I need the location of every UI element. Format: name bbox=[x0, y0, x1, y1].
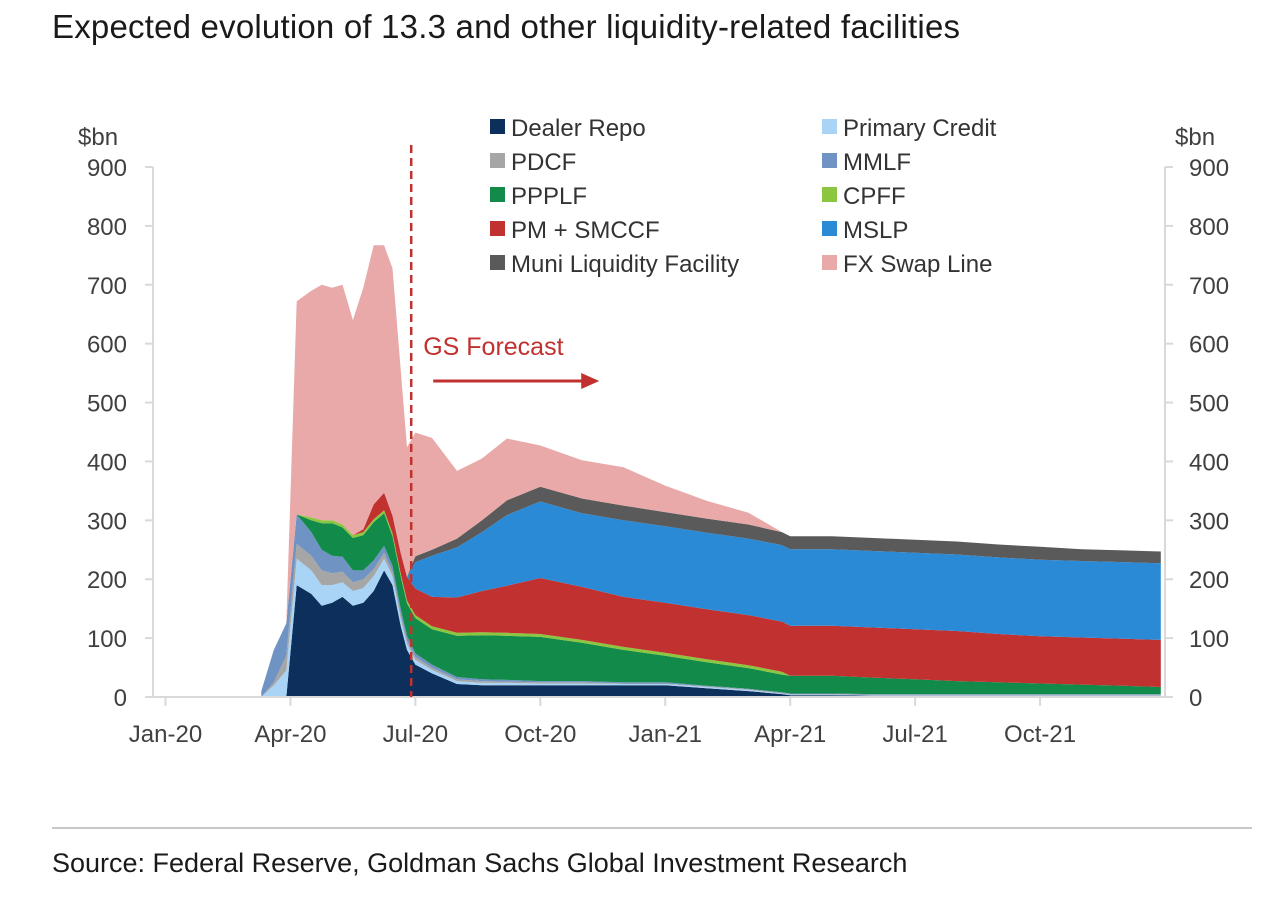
y-tick-label-right: 800 bbox=[1189, 214, 1229, 241]
legend-label-primary-credit: Primary Credit bbox=[843, 115, 997, 142]
legend-swatch-dealer-repo bbox=[490, 119, 505, 134]
x-tick-label: Jan-20 bbox=[129, 721, 202, 748]
x-tick-label: Jul-21 bbox=[882, 721, 947, 748]
y-tick-label-left: 600 bbox=[87, 332, 127, 359]
forecast-arrow-head bbox=[581, 373, 600, 389]
y-tick-label-left: 800 bbox=[87, 214, 127, 241]
y-tick-label-right: 0 bbox=[1189, 685, 1202, 712]
legend-swatch-pdcf bbox=[490, 153, 505, 168]
y-axis-unit-right: $bn bbox=[1175, 124, 1215, 151]
area-ppplf bbox=[261, 513, 1161, 695]
y-tick-label-right: 300 bbox=[1189, 508, 1229, 535]
legend-label-dealer-repo: Dealer Repo bbox=[511, 115, 646, 142]
x-tick-label: Oct-20 bbox=[504, 721, 576, 748]
y-tick-label-left: 700 bbox=[87, 273, 127, 300]
y-tick-label-right: 200 bbox=[1189, 567, 1229, 594]
source-note: Source: Federal Reserve, Goldman Sachs G… bbox=[52, 848, 908, 878]
legend-label-pm-smccf: PM + SMCCF bbox=[511, 217, 660, 244]
legend-label-cpff: CPFF bbox=[843, 183, 906, 210]
legend-swatch-cpff bbox=[822, 187, 837, 202]
legend-swatch-muni-liquidity-facility bbox=[490, 255, 505, 270]
x-tick-label: Apr-21 bbox=[754, 721, 826, 748]
area-mslp bbox=[261, 492, 1161, 692]
area-dealer-repo bbox=[261, 570, 1161, 697]
legend-swatch-primary-credit bbox=[822, 119, 837, 134]
liquidity-facilities-chart: 0 0 100 100 200 200 300 300 400 400 500 500 600 600 70… bbox=[78, 115, 1229, 748]
y-tick-label-left: 300 bbox=[87, 508, 127, 535]
y-tick-label-right: 600 bbox=[1189, 332, 1229, 359]
y-tick-label-left: 900 bbox=[87, 155, 127, 182]
y-tick-label-left: 200 bbox=[87, 567, 127, 594]
y-tick-label-right: 900 bbox=[1189, 155, 1229, 182]
y-tick-label-right: 700 bbox=[1189, 273, 1229, 300]
legend-label-pdcf: PDCF bbox=[511, 149, 576, 176]
legend-swatch-ppplf bbox=[490, 187, 505, 202]
legend-swatch-mmlf bbox=[822, 153, 837, 168]
legend-swatch-fx-swap-line bbox=[822, 255, 837, 270]
x-tick-label: Oct-21 bbox=[1004, 721, 1076, 748]
area-pm-smccf bbox=[261, 492, 1161, 692]
area-fx-swap-line bbox=[261, 245, 1161, 692]
y-tick-label-left: 400 bbox=[87, 449, 127, 476]
legend-label-ppplf: PPPLF bbox=[511, 183, 587, 210]
x-tick-label: Jul-20 bbox=[383, 721, 448, 748]
y-tick-label-right: 100 bbox=[1189, 626, 1229, 653]
legend-swatch-mslp bbox=[822, 221, 837, 236]
legend-label-mmlf: MMLF bbox=[843, 149, 911, 176]
y-tick-label-left: 500 bbox=[87, 391, 127, 418]
legend-label-muni-liquidity-facility: Muni Liquidity Facility bbox=[511, 251, 739, 278]
chart-title: Expected evolution of 13.3 and other liq… bbox=[52, 8, 961, 45]
footer-divider bbox=[52, 827, 1252, 829]
x-tick-label: Jan-21 bbox=[629, 721, 702, 748]
x-tick-label: Apr-20 bbox=[254, 721, 326, 748]
y-tick-label-right: 400 bbox=[1189, 449, 1229, 476]
y-tick-label-left: 0 bbox=[114, 685, 127, 712]
y-tick-label-right: 500 bbox=[1189, 391, 1229, 418]
y-tick-label-left: 100 bbox=[87, 626, 127, 653]
legend-label-mslp: MSLP bbox=[843, 217, 908, 244]
legend-swatch-pm-smccf bbox=[490, 221, 505, 236]
legend-label-fx-swap-line: FX Swap Line bbox=[843, 251, 992, 278]
y-axis-unit-left: $bn bbox=[78, 124, 118, 151]
area-muni-liquidity-facility bbox=[261, 486, 1161, 692]
forecast-label: GS Forecast bbox=[423, 333, 563, 361]
